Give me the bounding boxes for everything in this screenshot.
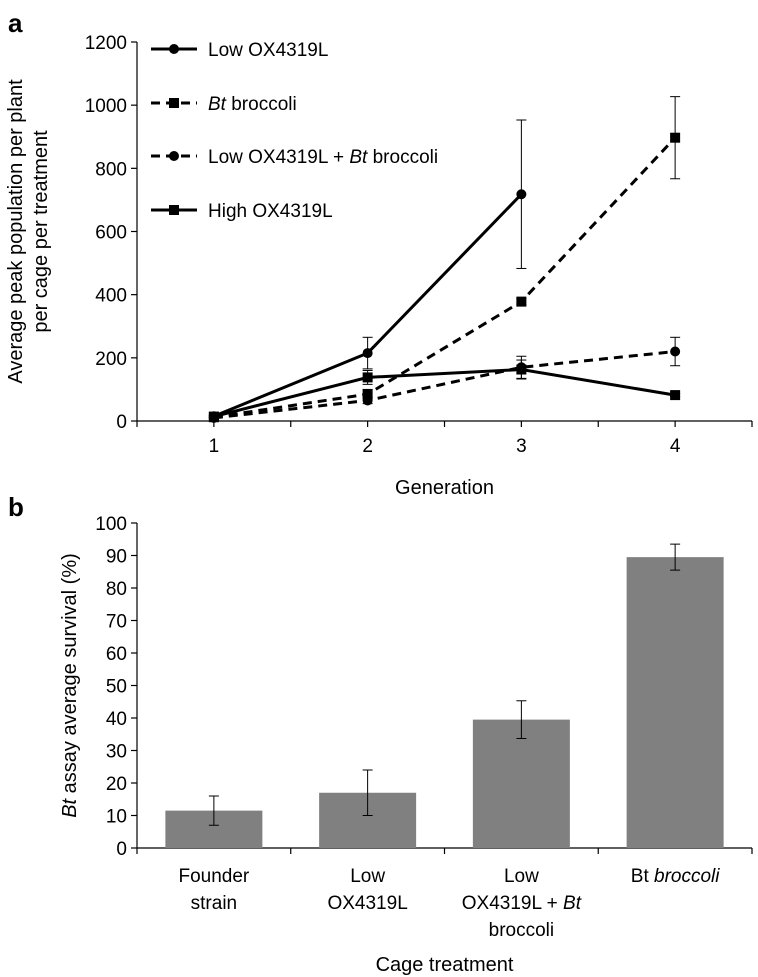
y-tick-label: 40 [106, 709, 127, 730]
legend: Low OX4319L Bt broccoli Low OX4319L + Bt b… [151, 40, 438, 222]
bar [472, 719, 570, 848]
legend-marker [169, 98, 179, 108]
y-tick-label: 0 [116, 412, 127, 433]
legend-label: High OX4319L [208, 201, 333, 222]
y-tick-label: 400 [95, 286, 127, 307]
x-tick-label: Founder [178, 866, 249, 887]
series-line [213, 136, 677, 419]
data-point [516, 189, 527, 200]
y-tick-label: 800 [95, 159, 127, 180]
legend-label: Low OX4319L [208, 40, 328, 61]
x-tick-label: Low [504, 866, 539, 887]
bar [626, 557, 724, 848]
y-tick-label: 90 [106, 547, 127, 568]
legend-marker [169, 151, 179, 161]
y-tick-label: 20 [106, 774, 127, 795]
legend-label: Low OX4319L + Bt broccoli [208, 147, 438, 168]
x-tick-label: Low [350, 866, 385, 887]
data-point [516, 296, 527, 307]
y-tick-label: 600 [95, 223, 127, 244]
y-tick-label: 60 [106, 644, 127, 665]
y-tick-label: 100 [95, 514, 127, 535]
y-tick-label: 1000 [85, 96, 127, 117]
y-tick-label: 50 [106, 677, 127, 698]
series-high-ox4319l [208, 359, 681, 422]
x-tick-label: 3 [516, 436, 527, 457]
y-tick-label: 200 [95, 349, 127, 370]
chart-b: 0 10 20 30 40 50 60 70 80 90 100 Founder strain Low OX… [59, 514, 753, 976]
y-tick-label: 10 [106, 807, 127, 828]
panel-b-letter: b [8, 492, 24, 522]
y-tick-label: 1200 [85, 33, 127, 54]
legend-label: Bt broccoli [208, 94, 297, 115]
data-point [362, 348, 373, 359]
y-axis-label: per cage per treatment [30, 130, 52, 333]
y-axis-label: Average peak population per plant [5, 79, 27, 384]
x-tick-label: OX4319L + Bt [462, 893, 582, 914]
y-tick-label: 70 [106, 612, 127, 633]
data-point [670, 346, 681, 357]
data-point [670, 390, 681, 401]
y-tick-label: 0 [116, 839, 127, 860]
y-axis-label: Bt assay average survival (%) [59, 553, 81, 818]
x-tick-label: strain [191, 893, 237, 914]
x-tick-label: Bt broccoli [631, 866, 720, 887]
data-point [362, 395, 373, 406]
x-tick-label: 2 [362, 436, 373, 457]
x-tick-label: OX4319L [327, 893, 407, 914]
x-tick-label: 4 [670, 436, 681, 457]
x-axis-label: Generation [395, 477, 494, 499]
series-line [213, 368, 676, 419]
x-tick-label: broccoli [489, 920, 554, 941]
legend-marker [169, 44, 179, 54]
data-point [670, 132, 681, 143]
y-tick-label: 80 [106, 579, 127, 600]
x-axis-label: Cage treatment [376, 954, 514, 976]
series-line [213, 350, 676, 420]
data-point [516, 364, 527, 375]
data-point [362, 389, 373, 400]
chart-a: 0 200 400 600 800 1000 1200 1 2 3 4 Generation Avera… [5, 33, 753, 499]
data-point [362, 372, 373, 383]
y-tick-label: 30 [106, 742, 127, 763]
panel-a-letter: a [8, 8, 23, 38]
x-tick-label: 1 [209, 436, 220, 457]
series-low-ox4319l-bt-broccoli [208, 336, 681, 423]
legend-marker [169, 205, 179, 215]
data-point [208, 411, 219, 422]
